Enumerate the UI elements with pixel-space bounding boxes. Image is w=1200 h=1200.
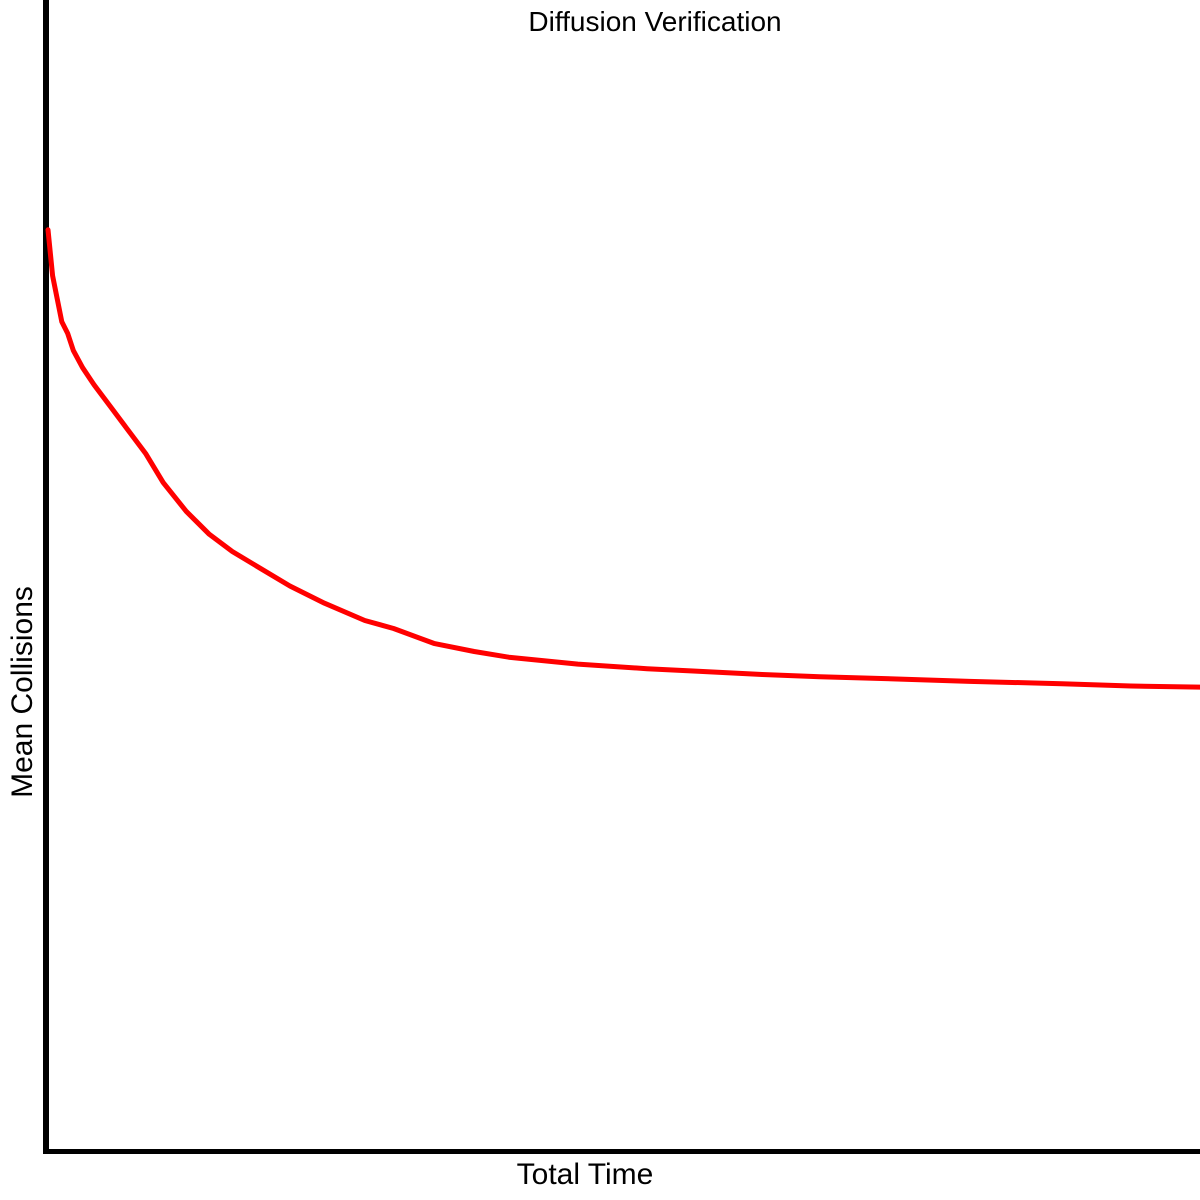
series-group	[45, 227, 1200, 690]
series-line-0	[45, 227, 1200, 690]
chart-title: Diffusion Verification	[528, 6, 781, 37]
y-axis-label: Mean Collisions	[6, 586, 39, 798]
x-axis-label: Total Time	[517, 1158, 654, 1191]
